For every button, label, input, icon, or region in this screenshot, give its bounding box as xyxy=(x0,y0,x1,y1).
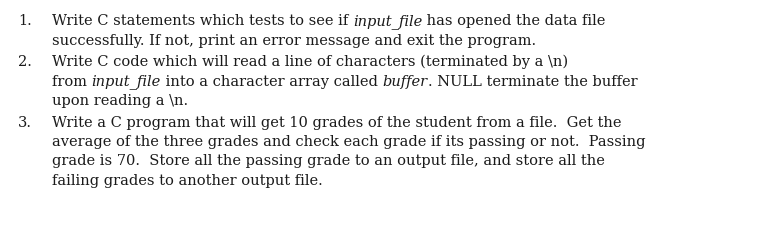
Text: 1.: 1. xyxy=(18,14,32,28)
Text: Write C statements which tests to see if: Write C statements which tests to see if xyxy=(52,14,353,28)
Text: average of the three grades and check each grade if its passing or not.  Passing: average of the three grades and check ea… xyxy=(52,135,645,149)
Text: . NULL terminate the buffer: . NULL terminate the buffer xyxy=(428,75,638,88)
Text: failing grades to another output file.: failing grades to another output file. xyxy=(52,174,323,188)
Text: buffer: buffer xyxy=(382,75,428,88)
Text: successfully. If not, print an error message and exit the program.: successfully. If not, print an error mes… xyxy=(52,34,536,47)
Text: has opened the data file: has opened the data file xyxy=(422,14,605,28)
Text: grade is 70.  Store all the passing grade to an output file, and store all the: grade is 70. Store all the passing grade… xyxy=(52,155,605,168)
Text: 3.: 3. xyxy=(18,116,32,129)
Text: input_file: input_file xyxy=(92,75,161,89)
Text: Write a C program that will get 10 grades of the student from a file.  Get the: Write a C program that will get 10 grade… xyxy=(52,116,621,129)
Text: 2.: 2. xyxy=(18,55,32,69)
Text: Write C code which will read a line of characters (terminated by a \n): Write C code which will read a line of c… xyxy=(52,55,568,69)
Text: input_file: input_file xyxy=(353,14,422,29)
Text: from: from xyxy=(52,75,92,88)
Text: upon reading a \n.: upon reading a \n. xyxy=(52,94,188,108)
Text: into a character array called: into a character array called xyxy=(161,75,382,88)
